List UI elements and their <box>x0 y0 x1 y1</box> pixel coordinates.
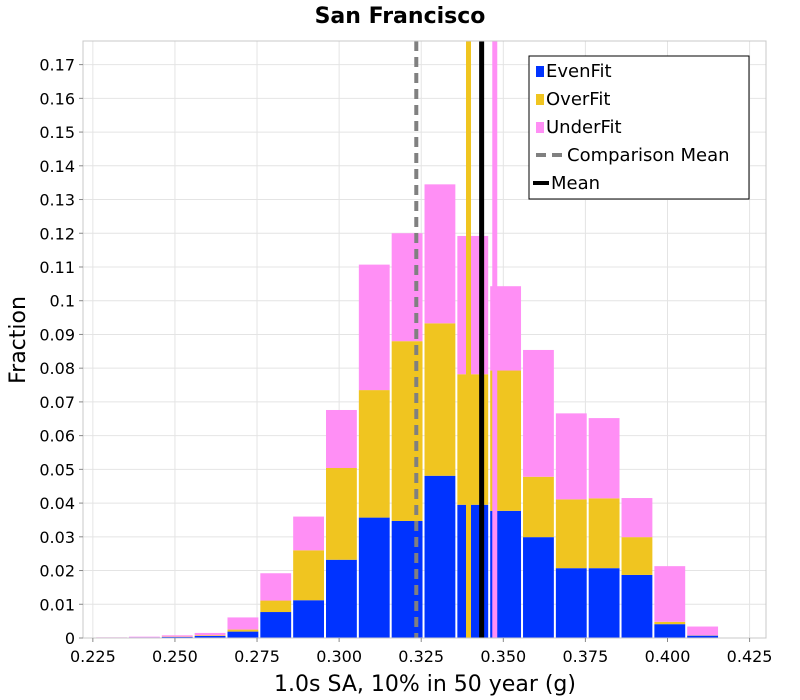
bar-segment-underfit <box>161 635 193 637</box>
bar-segment-overfit <box>227 629 259 632</box>
bars <box>96 184 719 638</box>
bar-segment-overfit <box>654 621 686 625</box>
bar-segment-underfit <box>358 264 390 391</box>
bar-segment-underfit <box>326 409 357 469</box>
y-axis-label: Fraction <box>6 296 31 384</box>
bar-segment-evenfit <box>621 574 653 638</box>
x-tick-label: 0.375 <box>562 647 608 666</box>
bar-segment-underfit <box>128 636 160 638</box>
y-tick-label: 0.05 <box>39 460 75 479</box>
plot-area-frame <box>82 40 767 639</box>
y-tick-label: 0.04 <box>39 494 75 513</box>
y-tick-label: 0.01 <box>39 595 75 614</box>
x-axis-label: 1.0s SA, 10% in 50 year (g) <box>274 672 576 697</box>
axis-ticks: 0 0.01 0.02 0.03 0.04 0.05 0.06 0.07 0.08 0.09 0.1… <box>39 56 772 666</box>
bar-segment-overfit <box>194 635 226 636</box>
legend-swatch-underfit <box>536 122 544 133</box>
bar-segment-underfit <box>555 413 587 500</box>
legend-label: EvenFit <box>546 61 612 82</box>
y-tick-label: 0.06 <box>39 427 75 446</box>
bar-segment-overfit <box>293 550 325 601</box>
bar-segment-overfit <box>326 468 357 560</box>
legend-label: UnderFit <box>546 117 622 138</box>
bar-segment-evenfit <box>326 559 357 638</box>
y-tick-label: 0.13 <box>39 191 75 210</box>
bar-segment-underfit <box>621 498 653 538</box>
x-tick-label: 0.225 <box>70 647 116 666</box>
bar-segment-overfit <box>424 323 456 476</box>
bar-segment-evenfit <box>293 600 325 638</box>
bar-segment-evenfit <box>555 568 587 638</box>
y-tick-label: 0.17 <box>39 56 75 75</box>
y-tick-label: 0.02 <box>39 562 75 581</box>
y-tick-label: 0.11 <box>39 258 75 277</box>
bar-segment-evenfit <box>687 635 719 638</box>
y-tick-label: 0.03 <box>39 528 75 547</box>
bar-segment-evenfit <box>161 636 193 638</box>
y-tick-label: 0.16 <box>39 89 75 108</box>
legend-label: OverFit <box>546 89 610 110</box>
y-tick-label: 0 <box>65 629 75 648</box>
y-tick-label: 0.08 <box>39 359 75 378</box>
x-tick-label: 0.300 <box>316 647 362 666</box>
y-tick-label: 0.1 <box>50 292 75 311</box>
y-tick-label: 0.09 <box>39 325 75 344</box>
bar-segment-evenfit <box>523 537 554 638</box>
x-tick-label: 0.250 <box>152 647 198 666</box>
legend: EvenFit OverFit UnderFit Comparison Mean Mea… <box>528 55 750 200</box>
bar-segment-evenfit <box>654 624 686 638</box>
legend-label: Comparison Mean <box>567 145 730 166</box>
bar-segment-underfit <box>523 349 554 477</box>
x-tick-label: 0.325 <box>398 647 444 666</box>
bar-segment-underfit <box>654 566 686 622</box>
legend-label: Mean <box>551 173 600 194</box>
mean-lines <box>414 41 498 638</box>
bar-segment-evenfit <box>227 631 259 638</box>
bar-segment-underfit <box>424 184 456 324</box>
bar-segment-underfit <box>588 418 620 499</box>
x-tick-label: 0.275 <box>234 647 280 666</box>
bar-segment-overfit <box>523 476 554 538</box>
x-tick-label: 0.425 <box>727 647 773 666</box>
bar-segment-underfit <box>293 516 325 551</box>
bar-segment-evenfit <box>588 568 620 638</box>
bar-segment-evenfit <box>194 635 226 638</box>
bar-segment-evenfit <box>424 475 456 638</box>
chart-title: San Francisco <box>315 4 486 29</box>
y-tick-label: 0.15 <box>39 123 75 142</box>
bar-segment-overfit <box>555 499 587 569</box>
bar-segment-overfit <box>260 600 292 613</box>
y-tick-label: 0.14 <box>39 157 75 176</box>
y-tick-label: 0.07 <box>39 393 75 412</box>
y-tick-label: 0.12 <box>39 224 75 243</box>
bar-segment-underfit <box>227 617 259 630</box>
bar-segment-underfit <box>260 573 292 601</box>
bar-segment-evenfit <box>260 612 292 638</box>
x-tick-label: 0.400 <box>645 647 691 666</box>
legend-swatch-overfit <box>536 94 544 105</box>
bar-segment-underfit <box>687 626 719 636</box>
bar-segment-overfit <box>621 537 653 575</box>
bar-segment-underfit <box>194 632 226 636</box>
bar-segment-overfit <box>588 498 620 569</box>
legend-swatch-evenfit <box>536 66 544 77</box>
bar-segment-evenfit <box>358 517 390 638</box>
x-tick-label: 0.350 <box>480 647 526 666</box>
bar-segment-overfit <box>358 390 390 518</box>
legend-box <box>528 55 750 200</box>
